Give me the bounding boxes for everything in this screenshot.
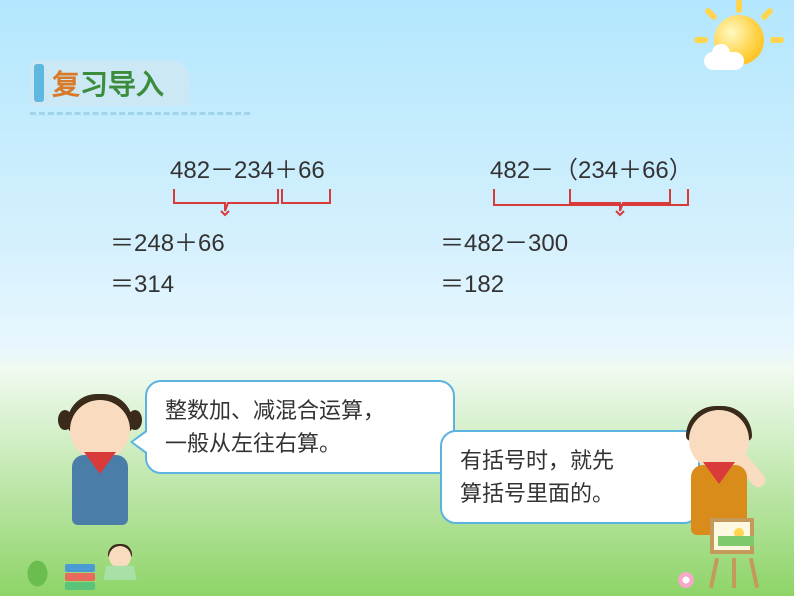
section-title: 复习导入 xyxy=(30,60,164,106)
order-bracket-1 xyxy=(170,187,345,217)
problem1-step1: ＝248＋66 xyxy=(110,223,410,258)
math-content: 482－234＋66 482－（234＋66） ＝248＋66 ＝482－300… xyxy=(0,150,794,299)
girl-character xyxy=(60,390,140,530)
bubble1-line2: 一般从左往右算。 xyxy=(165,427,435,460)
problem1-step2: ＝314 xyxy=(110,264,410,299)
problem2-expression: 482－（234＋66） xyxy=(490,150,770,185)
order-bracket-2 xyxy=(490,187,720,217)
grass-decoration xyxy=(20,551,55,596)
bubble2-line2: 算括号里面的。 xyxy=(460,477,680,510)
speech-bubble-2: 有括号时，就先 算括号里面的。 xyxy=(440,430,700,524)
book-stack xyxy=(65,564,95,591)
bubble2-line1: 有括号时，就先 xyxy=(460,444,680,477)
reading-child xyxy=(100,546,140,586)
flower-decoration xyxy=(678,572,694,588)
problem2-step2: ＝182 xyxy=(440,264,700,299)
title-text: 复习导入 xyxy=(52,63,164,103)
easel-decoration xyxy=(704,518,764,588)
title-underline xyxy=(30,112,250,115)
problem1-expression: 482－234＋66 xyxy=(170,150,490,185)
speech-bubble-1: 整数加、减混合运算， 一般从左往右算。 xyxy=(145,380,455,474)
sun-decoration xyxy=(714,15,764,65)
problem2-step1: ＝482－300 xyxy=(440,223,700,258)
bubble1-line1: 整数加、减混合运算， xyxy=(165,394,435,427)
